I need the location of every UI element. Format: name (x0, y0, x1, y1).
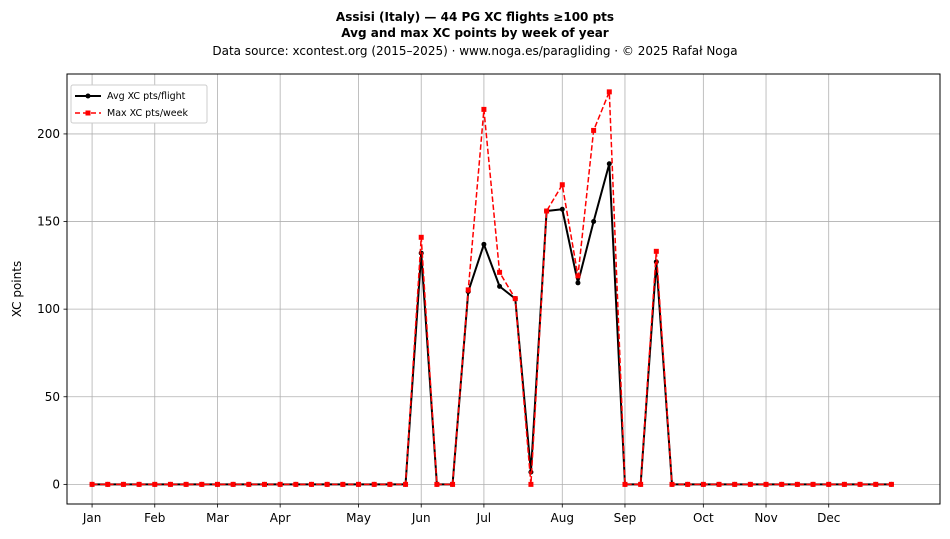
data-point (371, 481, 377, 487)
data-point (716, 481, 722, 487)
data-point (497, 283, 503, 289)
data-point (277, 481, 283, 487)
data-point (544, 208, 550, 214)
data-point (324, 481, 330, 487)
data-point (559, 182, 565, 188)
data-point (606, 89, 612, 95)
y-axis-label: XC points (10, 261, 24, 317)
legend-marker-max (85, 110, 91, 116)
x-tick-label-jun: Jun (411, 511, 431, 525)
chart-title: Assisi (Italy) — 44 PG XC flights ≥100 p… (336, 10, 614, 24)
y-tick-label: 150 (37, 215, 60, 229)
data-point (888, 481, 894, 487)
data-point (183, 481, 189, 487)
data-point (653, 248, 659, 254)
data-point (418, 234, 424, 240)
legend: Avg XC pts/flight Max XC pts/week (70, 84, 208, 124)
data-point (465, 287, 471, 293)
data-point (575, 273, 581, 279)
data-point (810, 481, 816, 487)
data-point (230, 481, 236, 487)
data-point (873, 481, 879, 487)
data-point (450, 481, 456, 487)
data-point (105, 481, 111, 487)
x-tick-label-mar: Mar (206, 511, 229, 525)
data-point (246, 481, 252, 487)
x-tick-label-apr: Apr (270, 511, 291, 525)
data-point (340, 481, 346, 487)
series-line-0 (92, 162, 892, 486)
data-point (89, 481, 95, 487)
data-point (763, 481, 769, 487)
data-point (747, 481, 753, 487)
x-tick-label-may: May (346, 511, 371, 525)
data-point (136, 481, 142, 487)
data-point (481, 106, 487, 112)
data-point (638, 481, 644, 487)
data-point (356, 481, 362, 487)
y-tick-label: 50 (45, 390, 60, 404)
data-point (403, 481, 409, 487)
data-point (214, 481, 220, 487)
y-tick-label: 200 (37, 127, 60, 141)
data-point (732, 481, 738, 487)
data-point (120, 481, 126, 487)
x-tick-label-oct: Oct (693, 511, 714, 525)
data-point (512, 296, 518, 302)
plot-frame (66, 73, 941, 505)
series-line-1 (92, 91, 892, 486)
data-point (199, 481, 205, 487)
ticks-layer: 0 50 100 150 200 Jan Feb Mar Apr May Jun Jul Aug Sep O… (37, 127, 840, 525)
legend-box (70, 84, 208, 124)
data-point (826, 481, 832, 487)
data-point (591, 127, 597, 133)
chart-subtitle: Avg and max XC points by week of year (341, 26, 609, 40)
legend-label-avg: Avg XC pts/flight (107, 91, 186, 102)
data-point (591, 219, 597, 225)
data-point (794, 481, 800, 487)
data-point (434, 481, 440, 487)
data-point (841, 481, 847, 487)
legend-marker-avg (85, 93, 91, 99)
data-point (152, 481, 158, 487)
x-tick-label-jul: Jul (476, 511, 491, 525)
data-point (261, 481, 267, 487)
data-point (606, 161, 612, 167)
data-point (669, 481, 675, 487)
data-point (685, 481, 691, 487)
x-tick-label-jan: Jan (82, 511, 102, 525)
data-point (779, 481, 785, 487)
series-1 (89, 89, 894, 487)
series-layer (89, 89, 894, 487)
chart-source-line: Data source: xcontest.org (2015–2025) · … (212, 44, 737, 58)
legend-label-max: Max XC pts/week (107, 108, 188, 119)
grid-layer (67, 74, 940, 504)
x-tick-label-dec: Dec (817, 511, 840, 525)
data-point (481, 241, 487, 247)
x-tick-label-aug: Aug (551, 511, 574, 525)
data-point (559, 206, 565, 212)
data-point (309, 481, 315, 487)
x-tick-label-sep: Sep (614, 511, 637, 525)
y-tick-label: 0 (52, 477, 60, 491)
data-point (700, 481, 706, 487)
data-point (387, 481, 393, 487)
x-tick-label-nov: Nov (754, 511, 777, 525)
x-tick-label-feb: Feb (144, 511, 165, 525)
data-point (622, 481, 628, 487)
data-point (497, 269, 503, 275)
data-point (293, 481, 299, 487)
data-point (528, 481, 534, 487)
y-tick-label: 100 (37, 302, 60, 316)
series-0 (89, 161, 894, 487)
data-point (575, 280, 581, 286)
data-point (857, 481, 863, 487)
data-point (167, 481, 173, 487)
